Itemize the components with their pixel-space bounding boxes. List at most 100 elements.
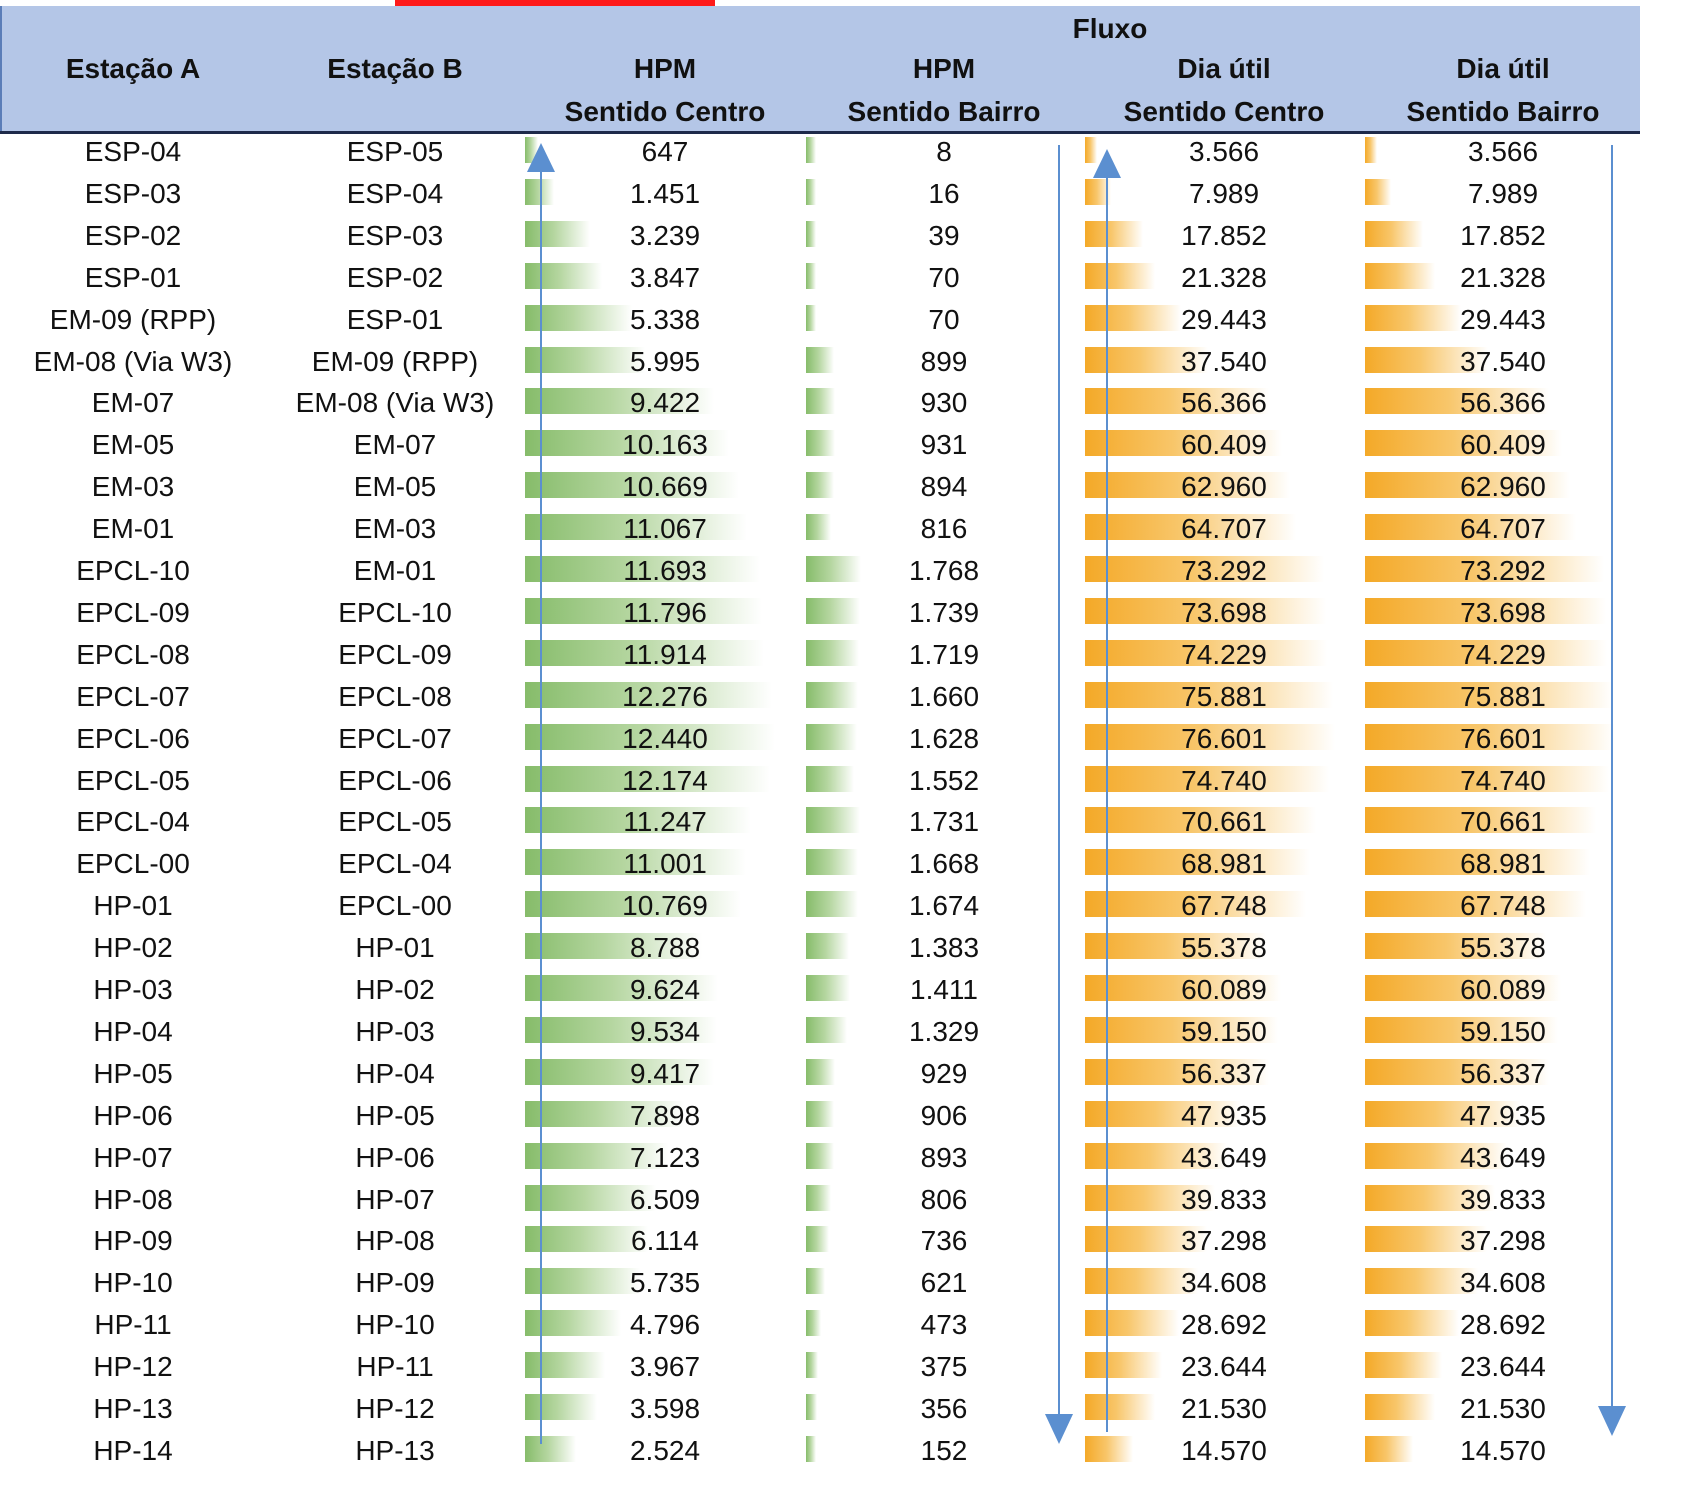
cell-estacao-a: HP-09 [93,1225,173,1257]
data-bar [806,304,816,331]
cell-estacao-a: EM-05 [91,429,175,461]
cell-hpm-bairro: 473 [920,1309,968,1341]
data-bar [1085,304,1182,331]
cell-du-centro: 73.292 [1181,555,1267,586]
data-bar [1085,262,1155,289]
cell-estacao-a: EPCL-06 [76,722,190,754]
data-bar [525,1268,641,1295]
cell-hpm-bairro: 1.768 [908,555,980,586]
data-bar [525,723,775,750]
cell-du-centro: 43.649 [1181,1141,1267,1173]
data-bar [806,807,860,834]
header-hpm-centro-line1: HPM [633,53,697,84]
cell-estacao-b: EPCL-00 [338,890,452,922]
data-bar [1085,1016,1279,1043]
cell-estacao-a: ESP-02 [84,219,182,251]
data-bar [525,514,748,541]
cell-hpm-centro: 5.338 [629,303,701,335]
data-bar [1365,597,1606,624]
cell-hpm-bairro: 1.628 [908,722,980,754]
data-bar [806,933,850,960]
data-bar [1365,1016,1559,1043]
cell-hpm-bairro: 1.383 [908,932,980,964]
data-bar [806,1016,848,1043]
cell-hpm-bairro: 1.674 [908,890,980,922]
header-bottom-border [0,131,1640,134]
cell-du-bairro: 34.608 [1460,1267,1546,1299]
cell-hpm-centro: 647 [641,136,689,167]
data-bar [525,639,765,666]
data-bar [525,1016,717,1043]
cell-du-centro: 73.698 [1181,596,1267,628]
cell-estacao-b: HP-12 [355,1393,435,1424]
header-du-centro-line1: Dia útil [1177,53,1271,84]
data-bar [806,723,857,750]
cell-hpm-centro: 12.174 [622,764,708,796]
cell-du-bairro: 64.707 [1460,513,1546,545]
cell-du-bairro: 17.852 [1460,219,1546,251]
data-bar [525,597,763,624]
cell-du-centro: 7.989 [1188,177,1260,209]
cell-estacao-a: HP-01 [93,890,173,922]
cell-hpm-centro: 6.509 [629,1183,701,1215]
data-bar [1365,1310,1459,1337]
data-bar [1085,1100,1242,1127]
cell-estacao-b: ESP-03 [346,219,444,251]
data-bar [806,1142,834,1169]
cell-du-bairro: 73.698 [1460,596,1546,628]
cell-estacao-a: EM-08 (Via W3) [33,345,233,377]
cell-estacao-a: EM-09 (RPP) [49,303,217,335]
cell-estacao-b: EPCL-04 [338,848,452,880]
data-bar [1085,891,1307,918]
cell-du-bairro: 23.644 [1460,1351,1546,1383]
data-bar [1085,178,1112,205]
cell-hpm-bairro: 1.552 [908,764,980,796]
data-bar [1365,514,1577,541]
data-bar [1365,472,1571,499]
data-bar [806,597,861,624]
data-bar [1365,1184,1495,1211]
data-bar [1085,388,1269,415]
cell-du-centro: 23.644 [1181,1351,1267,1383]
cell-du-centro: 60.089 [1181,974,1267,1005]
cell-estacao-b: EPCL-09 [338,638,452,670]
cell-du-bairro: 76.601 [1460,722,1546,754]
cell-du-centro: 34.608 [1181,1267,1267,1299]
cell-du-centro: 64.707 [1181,513,1267,545]
cell-estacao-b: ESP-02 [346,261,444,293]
cell-hpm-bairro: 8 [936,136,952,167]
cell-estacao-a: HP-12 [93,1351,173,1383]
cell-estacao-a: HP-10 [93,1267,173,1299]
cell-hpm-centro: 12.276 [622,680,708,712]
data-bar [1085,346,1208,373]
data-bar [806,1310,821,1337]
cell-du-centro: 70.661 [1181,806,1267,838]
cell-hpm-bairro: 1.668 [908,848,980,880]
cell-du-centro: 60.409 [1181,429,1267,461]
data-bar [525,765,770,792]
cell-estacao-b: HP-06 [355,1141,435,1173]
data-bar [1365,262,1435,289]
cell-du-bairro: 74.229 [1460,638,1546,670]
cell-estacao-a: HP-14 [93,1434,173,1466]
data-bar [1365,430,1563,457]
data-bar [806,975,850,1001]
data-bar [1365,388,1549,415]
cell-hpm-bairro: 375 [920,1351,968,1383]
data-bar [525,220,591,247]
cell-du-bairro: 59.150 [1460,1015,1546,1047]
header-hpm-centro-line2: Sentido Centro [564,96,766,127]
data-bar [525,1226,648,1253]
cell-hpm-bairro: 1.660 [908,680,980,712]
cell-estacao-b: HP-10 [355,1309,435,1341]
data-bar [806,472,834,499]
data-bar [806,514,832,541]
data-bar [1365,1352,1443,1379]
data-bar [525,1394,598,1420]
cell-du-bairro: 56.337 [1460,1057,1546,1089]
data-bar [525,178,555,205]
cell-hpm-bairro: 930 [920,387,968,419]
cell-estacao-a: HP-02 [93,932,173,964]
cell-du-centro: 37.298 [1181,1225,1267,1257]
cell-hpm-bairro: 1.329 [908,1015,980,1047]
